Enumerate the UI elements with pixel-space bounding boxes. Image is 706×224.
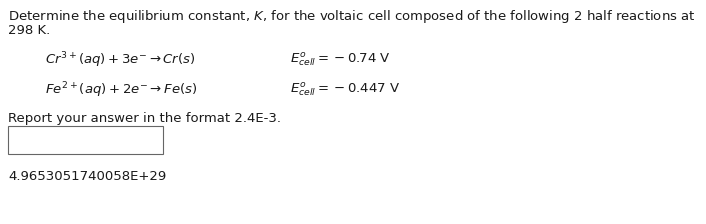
Text: $Cr^{3+}(aq) + 3e^{-} \rightarrow Cr(s)$: $Cr^{3+}(aq) + 3e^{-} \rightarrow Cr(s)$: [45, 50, 196, 70]
Text: 4.9653051740058E+29: 4.9653051740058E+29: [8, 170, 166, 183]
FancyBboxPatch shape: [8, 126, 163, 154]
Text: Report your answer in the format 2.4E-3.: Report your answer in the format 2.4E-3.: [8, 112, 281, 125]
Text: Determine the equilibrium constant, $K$, for the voltaic cell composed of the fo: Determine the equilibrium constant, $K$,…: [8, 8, 695, 25]
Text: $E^{o}_{cell} = -0.447$ V: $E^{o}_{cell} = -0.447$ V: [290, 80, 400, 98]
Text: $E^{o}_{cell} = -0.74$ V: $E^{o}_{cell} = -0.74$ V: [290, 50, 391, 68]
Text: 298 K.: 298 K.: [8, 24, 50, 37]
Text: $Fe^{2+}(aq) + 2e^{-} \rightarrow Fe(s)$: $Fe^{2+}(aq) + 2e^{-} \rightarrow Fe(s)$: [45, 80, 198, 100]
